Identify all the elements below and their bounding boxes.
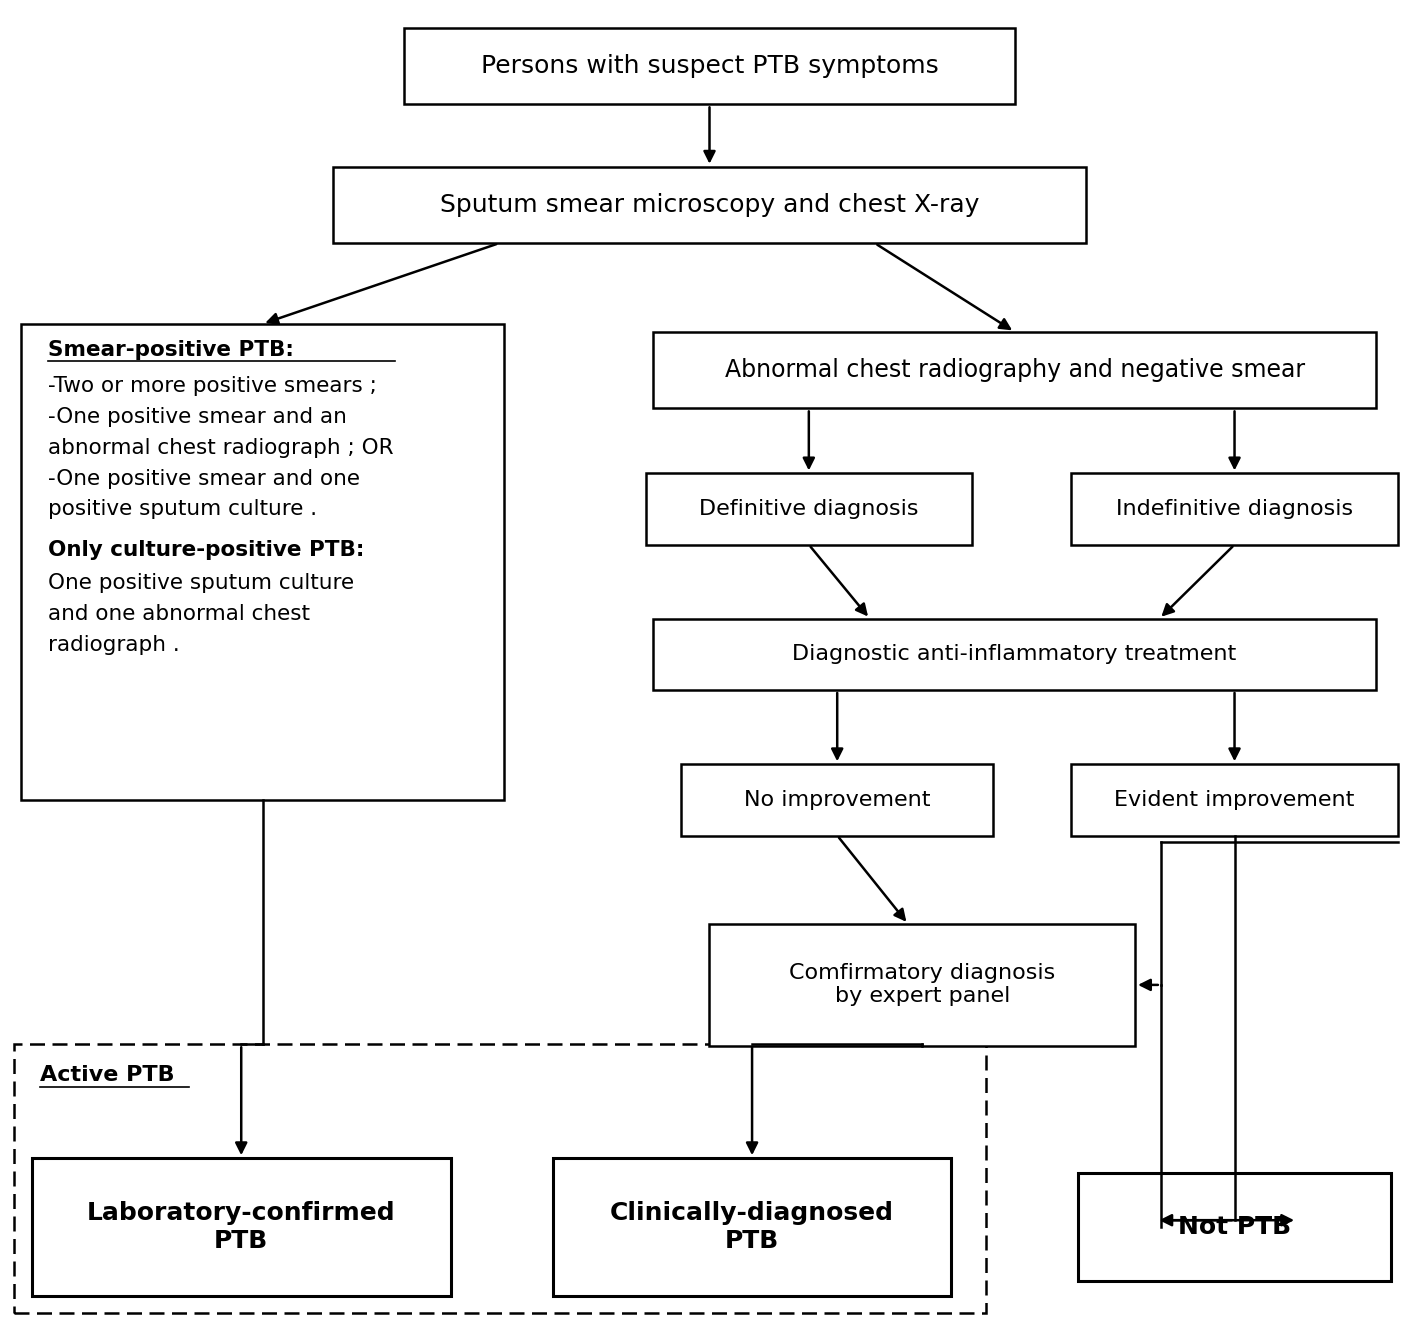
Text: -Two or more positive smears ;: -Two or more positive smears ; [48, 375, 376, 395]
Text: No improvement: No improvement [744, 789, 931, 810]
Text: Clinically-diagnosed
PTB: Clinically-diagnosed PTB [610, 1200, 894, 1253]
Text: Comfirmatory diagnosis
by expert panel: Comfirmatory diagnosis by expert panel [789, 964, 1056, 1006]
Text: Sputum smear microscopy and chest X-ray: Sputum smear microscopy and chest X-ray [440, 193, 979, 217]
Bar [681, 764, 993, 836]
Text: Abnormal chest radiography and negative smear: Abnormal chest radiography and negative … [725, 358, 1304, 382]
Bar [653, 332, 1376, 408]
Text: Indefinitive diagnosis: Indefinitive diagnosis [1115, 498, 1354, 520]
Text: -One positive smear and an: -One positive smear and an [48, 407, 346, 427]
Text: and one abnormal chest: and one abnormal chest [48, 604, 309, 624]
Bar [404, 28, 1015, 104]
Bar [33, 1158, 450, 1296]
Bar [333, 167, 1086, 243]
Text: -One positive smear and one: -One positive smear and one [48, 468, 360, 489]
Text: Evident improvement: Evident improvement [1114, 789, 1355, 810]
Text: Laboratory-confirmed
PTB: Laboratory-confirmed PTB [87, 1200, 396, 1253]
Text: Smear-positive PTB:: Smear-positive PTB: [48, 340, 294, 360]
Bar [1078, 1173, 1391, 1281]
Bar [646, 473, 972, 545]
Bar [21, 324, 504, 800]
Text: Only culture-positive PTB:: Only culture-positive PTB: [48, 539, 365, 561]
Bar [1071, 473, 1398, 545]
Text: abnormal chest radiograph ; OR: abnormal chest radiograph ; OR [48, 438, 393, 457]
Text: positive sputum culture .: positive sputum culture . [48, 500, 316, 520]
Text: Definitive diagnosis: Definitive diagnosis [700, 498, 918, 520]
Text: Diagnostic anti-inflammatory treatment: Diagnostic anti-inflammatory treatment [792, 644, 1237, 665]
Text: radiograph .: radiograph . [48, 635, 180, 656]
Bar [553, 1158, 951, 1296]
Bar [1071, 764, 1398, 836]
Text: Active PTB: Active PTB [40, 1064, 175, 1085]
Bar [710, 924, 1135, 1046]
Text: Not PTB: Not PTB [1178, 1215, 1291, 1239]
Text: One positive sputum culture: One positive sputum culture [48, 574, 353, 594]
Text: Persons with suspect PTB symptoms: Persons with suspect PTB symptoms [481, 54, 938, 78]
Bar [14, 1044, 986, 1313]
Bar [653, 619, 1376, 690]
